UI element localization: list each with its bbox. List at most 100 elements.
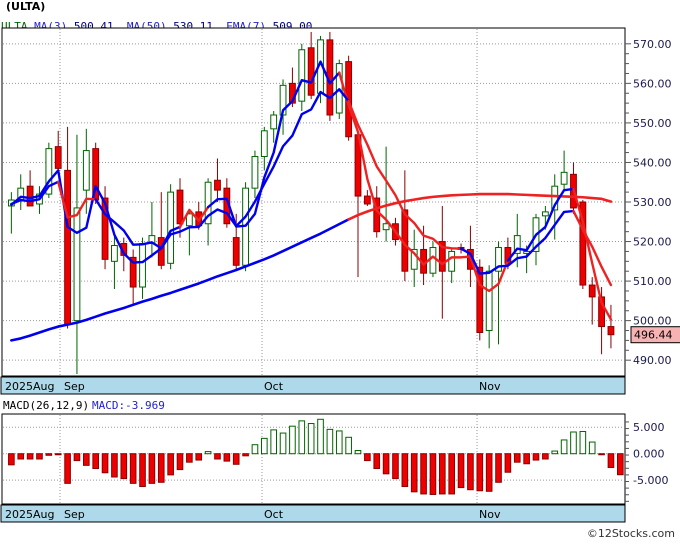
macd-bar[interactable]: [242, 453, 249, 457]
macd-bar[interactable]: [45, 453, 53, 456]
macd-bar[interactable]: [373, 453, 381, 470]
candle-body[interactable]: [579, 201, 587, 286]
candle-body[interactable]: [298, 49, 306, 102]
macd-bar[interactable]: [410, 453, 418, 493]
candle-body[interactable]: [476, 266, 484, 333]
candle-body[interactable]: [101, 197, 109, 260]
candle-body[interactable]: [560, 171, 568, 185]
macd-bar[interactable]: [392, 453, 399, 480]
candle-body[interactable]: [307, 47, 315, 96]
macd-bar[interactable]: [17, 453, 25, 460]
macd-bar[interactable]: [542, 453, 549, 460]
macd-bar[interactable]: [167, 453, 174, 476]
candle-body[interactable]: [448, 250, 456, 272]
macd-bar[interactable]: [495, 453, 502, 483]
macd-bar[interactable]: [251, 444, 259, 455]
macd-bar[interactable]: [598, 453, 605, 456]
candle-body[interactable]: [270, 114, 278, 130]
macd-bar[interactable]: [129, 453, 137, 484]
macd-bar[interactable]: [289, 425, 296, 455]
candle-body[interactable]: [382, 223, 390, 231]
macd-bar[interactable]: [429, 453, 437, 495]
macd-bar[interactable]: [261, 437, 268, 455]
macd-bar[interactable]: [326, 428, 334, 455]
macd-bar[interactable]: [335, 430, 343, 455]
candle-body[interactable]: [204, 181, 212, 225]
macd-bar[interactable]: [101, 453, 109, 474]
macd-bar[interactable]: [485, 453, 493, 492]
candle-body[interactable]: [45, 148, 53, 195]
macd-bar[interactable]: [157, 453, 165, 483]
macd-bar[interactable]: [232, 453, 240, 465]
macd-bar[interactable]: [420, 453, 427, 495]
macd-bar[interactable]: [83, 453, 90, 466]
candle-body[interactable]: [363, 195, 371, 205]
macd-bar[interactable]: [523, 453, 530, 465]
macd-bar[interactable]: [439, 453, 446, 495]
candle-body[interactable]: [139, 243, 146, 288]
candle-body[interactable]: [513, 235, 521, 254]
macd-bar[interactable]: [560, 439, 568, 455]
macd-bar[interactable]: [148, 453, 156, 484]
macd-bar[interactable]: [504, 453, 512, 473]
candle-body[interactable]: [54, 146, 62, 169]
date-axis-top[interactable]: 2025Aug Sep Oct Nov: [0, 376, 626, 395]
macd-bar[interactable]: [345, 436, 352, 455]
macd-bar[interactable]: [176, 453, 184, 471]
candle-body[interactable]: [438, 241, 446, 272]
price-panel[interactable]: 570.00 560.00 550.00 540.00 530.00 520.00 510.…: [0, 27, 680, 396]
date-axis-bottom[interactable]: 2025Aug Sep Oct Nov: [0, 504, 626, 523]
macd-bar[interactable]: [476, 453, 484, 492]
macd-bar[interactable]: [607, 453, 615, 468]
macd-bar[interactable]: [223, 453, 231, 462]
candle-body[interactable]: [541, 211, 549, 217]
macd-bar[interactable]: [92, 453, 99, 470]
macd-bar[interactable]: [270, 429, 277, 455]
candle-body[interactable]: [588, 284, 596, 298]
candle-body[interactable]: [485, 270, 493, 332]
macd-bar[interactable]: [570, 431, 577, 455]
macd-bar[interactable]: [204, 451, 212, 455]
macd-bar[interactable]: [551, 450, 559, 455]
macd-panel[interactable]: MACD(26,12,9) MACD:-3.969 5.000 0.000 -5.000…: [0, 396, 680, 527]
candle-body[interactable]: [410, 248, 418, 270]
candle-body[interactable]: [232, 237, 240, 266]
macd-bar[interactable]: [214, 453, 221, 460]
macd-bar[interactable]: [26, 453, 34, 460]
candle-body[interactable]: [607, 326, 615, 336]
macd-bar[interactable]: [354, 450, 362, 455]
macd-bar[interactable]: [111, 453, 118, 478]
macd-bar[interactable]: [448, 453, 455, 495]
macd-bar[interactable]: [195, 453, 203, 461]
candle-body[interactable]: [551, 185, 559, 211]
macd-bar[interactable]: [64, 453, 71, 484]
macd-bar[interactable]: [401, 453, 409, 488]
macd-bar[interactable]: [588, 441, 596, 455]
macd-bar[interactable]: [532, 453, 540, 461]
macd-bar[interactable]: [139, 453, 146, 488]
macd-bar[interactable]: [467, 453, 474, 491]
macd-bar[interactable]: [513, 453, 521, 463]
candle-body[interactable]: [260, 130, 268, 158]
candle-body[interactable]: [598, 296, 605, 328]
candle-body[interactable]: [214, 179, 221, 191]
macd-bar[interactable]: [617, 453, 624, 476]
candle-body[interactable]: [176, 189, 184, 225]
candlestick-series[interactable]: [7, 31, 615, 375]
macd-bar[interactable]: [317, 418, 324, 455]
candle-body[interactable]: [429, 246, 437, 274]
macd-bar[interactable]: [36, 453, 43, 460]
candle-body[interactable]: [167, 191, 175, 264]
macd-bar[interactable]: [54, 453, 62, 456]
candle-body[interactable]: [495, 246, 502, 272]
macd-bar[interactable]: [279, 432, 287, 455]
candle-body[interactable]: [82, 150, 90, 191]
macd-bar[interactable]: [382, 453, 390, 475]
candle-body[interactable]: [157, 237, 165, 266]
macd-bar[interactable]: [298, 420, 306, 455]
macd-bar[interactable]: [364, 453, 371, 462]
macd-bar[interactable]: [186, 453, 193, 463]
macd-bar[interactable]: [457, 453, 465, 489]
candle-body[interactable]: [185, 213, 193, 227]
macd-histogram[interactable]: [8, 418, 624, 495]
